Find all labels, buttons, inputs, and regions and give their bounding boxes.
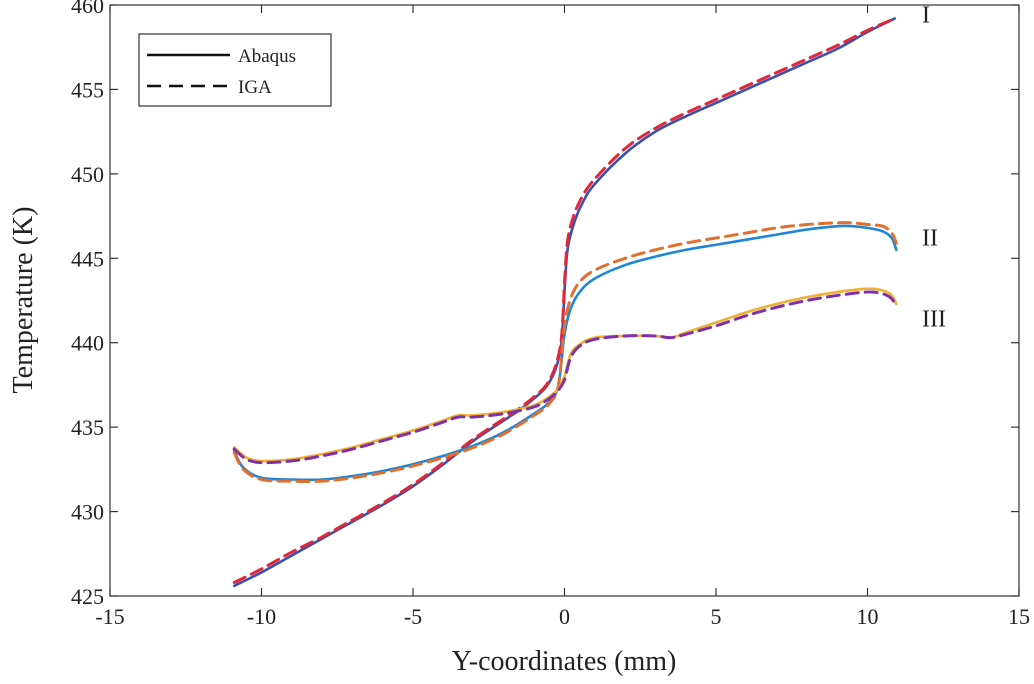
x-tick-label: -10 [247,604,276,629]
series-line-iii-iga [232,290,898,465]
y-tick-label: 425 [71,584,104,609]
y-tick-label: 430 [71,500,104,525]
curve-label-i: I [922,2,930,28]
series-line-ii-iga [232,221,898,483]
x-tick-label: 0 [559,604,570,629]
y-tick-label: 440 [71,331,104,356]
legend-box [138,33,332,107]
legend-label-iga: IGA [238,77,272,98]
x-axis-label: Y-coordinates (mm) [452,646,677,677]
legend: Abaqus IGA [138,33,332,107]
x-tick-label: 5 [711,604,722,629]
x-tick-label: -5 [404,604,422,629]
curve-label-ii: II [922,225,938,251]
series-layer [232,17,898,588]
tick-layer: -15 -10 -5 0 5 10 15 425 430 435 440 445 450 455 460 [71,0,1030,629]
x-tick-label: 15 [1008,604,1030,629]
y-tick-label: 445 [71,246,104,271]
x-tick-label: 10 [857,604,879,629]
x-tick-label: -15 [95,604,124,629]
y-tick-label: 435 [71,415,104,440]
legend-label-abaqus: Abaqus [238,46,296,67]
series-line-ii-abaqus [232,224,898,482]
y-tick-label: 450 [71,162,104,187]
series-line-i-iga [232,17,897,584]
y-tick-label: 455 [71,77,104,102]
y-axis-label: Temperature (K) [8,207,39,394]
y-tick-label: 460 [71,0,104,18]
curve-label-iii: III [922,306,946,332]
